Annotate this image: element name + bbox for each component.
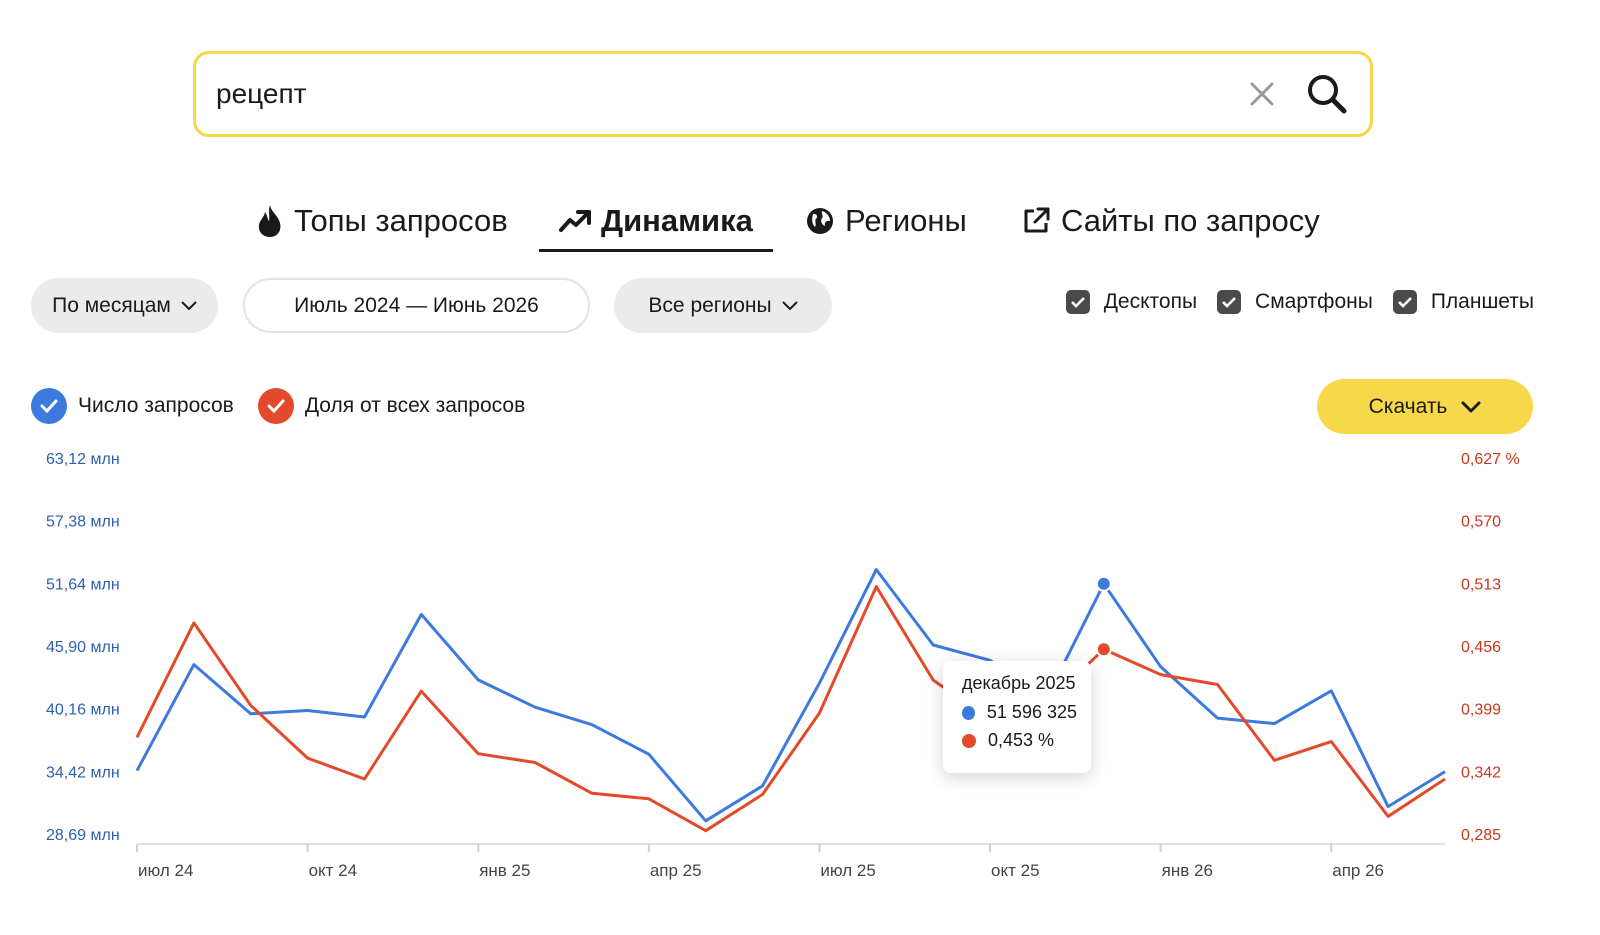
legend-share-toggle[interactable]: Доля от всех запросов bbox=[257, 388, 526, 424]
checkbox-label: Смартфоны bbox=[1255, 290, 1373, 313]
chevron-down-icon bbox=[1461, 401, 1481, 412]
right-axis-tick: 0,285 bbox=[1461, 827, 1501, 844]
tab-dynamics[interactable]: Динамика bbox=[539, 196, 773, 252]
period-label: По месяцам bbox=[52, 293, 171, 317]
left-axis-tick: 45,90 млн bbox=[46, 639, 120, 656]
search-icon[interactable] bbox=[1302, 69, 1352, 119]
date-range-label: Июль 2024 — Июнь 2026 bbox=[294, 293, 539, 317]
tab-label: Динамика bbox=[601, 203, 753, 238]
period-select[interactable]: По месяцам bbox=[31, 278, 218, 333]
tab-label: Сайты по запросу bbox=[1061, 203, 1320, 238]
x-axis-tick-label: июл 24 bbox=[138, 861, 193, 880]
checkbox-smartphones[interactable]: Смартфоны bbox=[1217, 290, 1373, 314]
right-axis-tick: 0,456 bbox=[1461, 639, 1501, 656]
tab-bar: Топы запросов Динамика Регионы Сайты по … bbox=[0, 196, 1600, 252]
chevron-down-icon bbox=[781, 300, 798, 310]
checkbox-desktops[interactable]: Десктопы bbox=[1065, 290, 1198, 314]
legend-queries-toggle[interactable]: Число запросов bbox=[31, 388, 234, 424]
tooltip-queries-value: 51 596 325 bbox=[986, 702, 1077, 722]
x-axis-tick-label: янв 25 bbox=[479, 861, 530, 880]
check-icon bbox=[257, 388, 294, 424]
checkbox-label: Десктопы bbox=[1103, 290, 1198, 313]
check-icon bbox=[1392, 290, 1417, 314]
tab-label: Топы запросов bbox=[294, 203, 508, 238]
tooltip-title: декабрь 2025 bbox=[962, 673, 1076, 693]
queries-highlight-point bbox=[1095, 575, 1112, 592]
left-axis-tick: 34,42 млн bbox=[46, 764, 120, 781]
x-axis-tick-label: июл 25 bbox=[820, 861, 875, 880]
tab-regions[interactable]: Регионы bbox=[805, 196, 967, 246]
external-link-icon bbox=[1024, 207, 1050, 233]
right-axis-tick: 0,627 % bbox=[1461, 451, 1520, 468]
globe-icon bbox=[807, 208, 833, 234]
queries-dot-icon bbox=[962, 705, 975, 720]
x-axis-tick-label: апр 25 bbox=[650, 861, 702, 880]
chart-area: 63,12 млн 57,38 млн 51,64 млн 45,90 млн 40,1… bbox=[0, 440, 1600, 900]
search-input[interactable] bbox=[216, 78, 1242, 110]
legend-label: Число запросов bbox=[78, 394, 234, 417]
x-axis-tick-label: янв 26 bbox=[1162, 861, 1213, 880]
line-chart: 63,12 млн 57,38 млн 51,64 млн 45,90 млн 40,1… bbox=[46, 451, 1520, 880]
search-box[interactable] bbox=[193, 51, 1373, 137]
right-axis-tick: 0,513 bbox=[1461, 576, 1501, 593]
left-axis-tick: 63,12 млн bbox=[46, 451, 120, 468]
trend-up-icon bbox=[559, 210, 591, 232]
download-button[interactable]: Скачать bbox=[1317, 379, 1533, 434]
x-axis-tick-label: окт 24 bbox=[309, 861, 358, 880]
right-axis-tick: 0,342 bbox=[1461, 764, 1501, 781]
x-axis-tick-label: апр 26 bbox=[1332, 861, 1384, 880]
share-dot-icon bbox=[962, 733, 976, 748]
right-axis-tick: 0,399 bbox=[1461, 702, 1501, 719]
tooltip-row-share: 0,453 % bbox=[962, 730, 1077, 751]
fire-icon bbox=[258, 205, 281, 237]
left-axis-tick: 57,38 млн bbox=[46, 514, 120, 531]
download-label: Скачать bbox=[1368, 394, 1448, 418]
checkbox-tablets[interactable]: Планшеты bbox=[1392, 290, 1534, 314]
share-series-line bbox=[135, 585, 1446, 833]
tooltip-row-queries: 51 596 325 bbox=[962, 702, 1077, 723]
tab-sites[interactable]: Сайты по запросу bbox=[1021, 196, 1320, 246]
device-filters: Десктопы Смартфоны Планшеты bbox=[1065, 290, 1534, 314]
check-icon bbox=[1217, 290, 1242, 314]
tab-label: Регионы bbox=[845, 203, 967, 238]
date-range-picker[interactable]: Июль 2024 — Июнь 2026 bbox=[243, 278, 590, 333]
chart-tooltip: декабрь 2025 51 596 325 0,453 % bbox=[943, 661, 1091, 773]
clear-icon[interactable] bbox=[1242, 74, 1282, 114]
check-icon bbox=[31, 388, 67, 424]
check-icon bbox=[1065, 290, 1090, 314]
legend-label: Доля от всех запросов bbox=[304, 394, 526, 417]
checkbox-label: Планшеты bbox=[1430, 290, 1534, 313]
left-axis-tick: 51,64 млн bbox=[46, 576, 120, 593]
chevron-down-icon bbox=[181, 300, 197, 310]
chart-legend: Число запросов Доля от всех запросов bbox=[31, 388, 525, 424]
tab-top-queries[interactable]: Топы запросов bbox=[256, 196, 508, 246]
right-axis-tick: 0,570 bbox=[1461, 514, 1501, 531]
left-axis-tick: 40,16 млн bbox=[46, 702, 120, 719]
left-axis-tick: 28,69 млн bbox=[46, 827, 120, 844]
queries-series-line bbox=[135, 568, 1446, 823]
x-axis-tick-label: окт 25 bbox=[991, 861, 1040, 880]
share-highlight-point bbox=[1095, 641, 1112, 658]
tooltip-share-value: 0,453 % bbox=[988, 730, 1055, 750]
region-label: Все регионы bbox=[648, 293, 772, 317]
region-select[interactable]: Все регионы bbox=[614, 278, 832, 333]
